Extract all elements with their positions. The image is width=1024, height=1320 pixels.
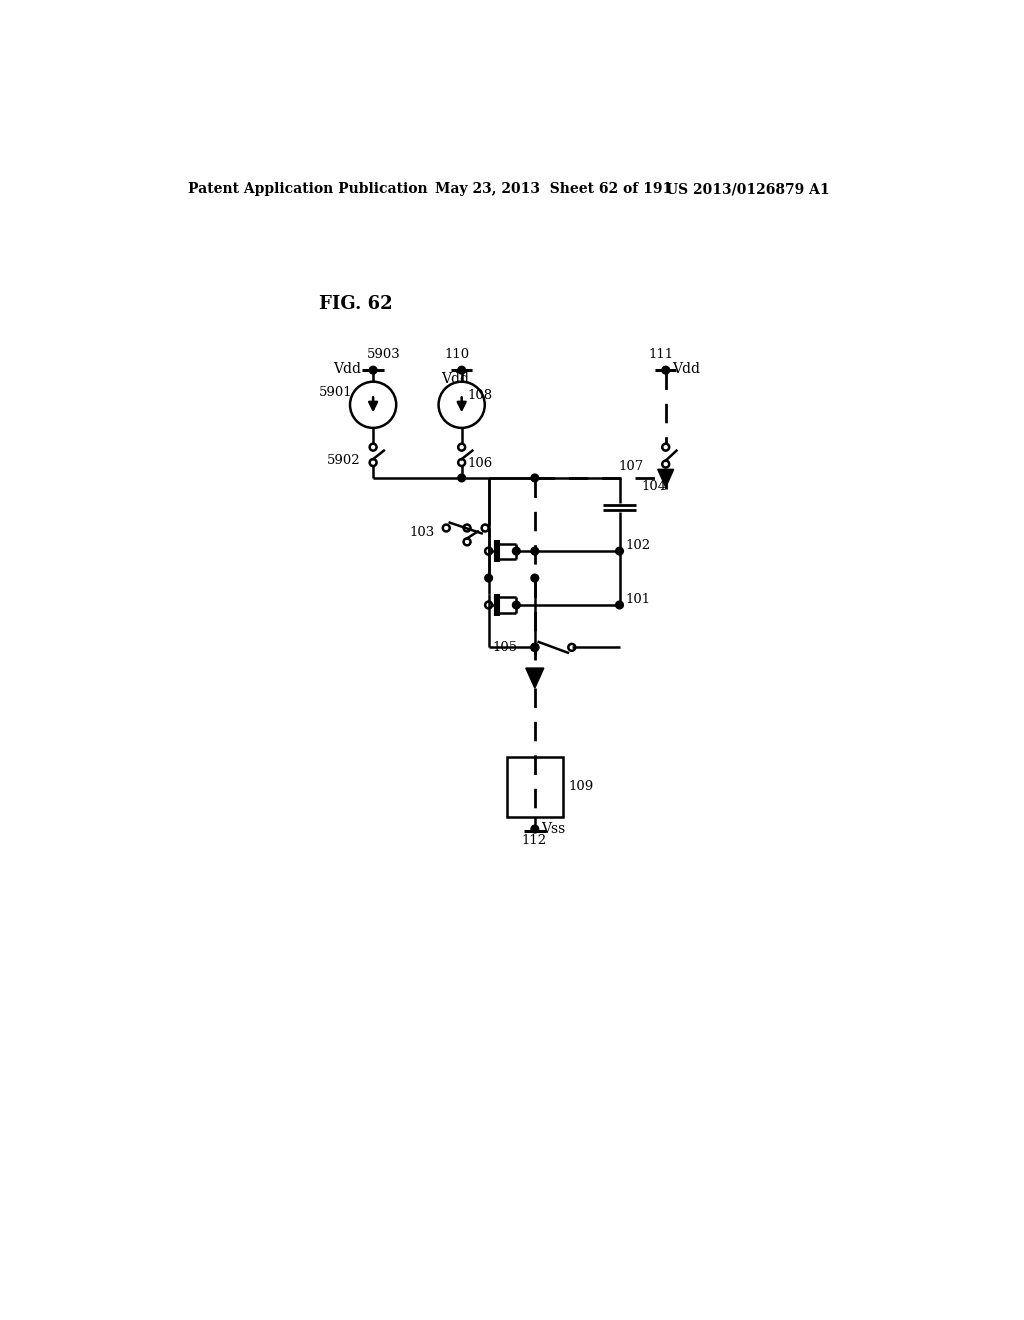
Circle shape (531, 644, 539, 651)
Text: FIG. 62: FIG. 62 (319, 294, 393, 313)
Text: 106: 106 (468, 457, 494, 470)
Text: 5901: 5901 (319, 385, 353, 399)
Circle shape (531, 474, 539, 482)
Polygon shape (657, 470, 674, 487)
Text: 102: 102 (626, 539, 651, 552)
Text: 101: 101 (626, 593, 651, 606)
Text: Patent Application Publication: Patent Application Publication (188, 182, 428, 197)
Circle shape (615, 601, 624, 609)
Text: 5903: 5903 (367, 348, 400, 360)
Text: US 2013/0126879 A1: US 2013/0126879 A1 (666, 182, 829, 197)
Circle shape (458, 367, 466, 374)
Text: Vdd: Vdd (333, 363, 361, 376)
Text: 5902: 5902 (327, 454, 360, 467)
Circle shape (512, 548, 520, 554)
Circle shape (512, 601, 520, 609)
Circle shape (531, 825, 539, 833)
Text: Vdd: Vdd (672, 363, 699, 376)
Text: Vss: Vss (541, 822, 565, 836)
Bar (507, 756, 562, 817)
Text: 104: 104 (641, 480, 667, 494)
Text: 111: 111 (649, 348, 674, 360)
Circle shape (370, 367, 377, 374)
Text: 105: 105 (493, 642, 517, 655)
Text: May 23, 2013  Sheet 62 of 191: May 23, 2013 Sheet 62 of 191 (435, 182, 672, 197)
Text: 110: 110 (444, 348, 470, 360)
Text: Vdd: Vdd (441, 372, 470, 385)
Text: 112: 112 (521, 834, 546, 847)
Circle shape (531, 548, 539, 554)
Polygon shape (525, 668, 544, 688)
Circle shape (484, 574, 493, 582)
Circle shape (615, 548, 624, 554)
Text: 103: 103 (410, 525, 434, 539)
Circle shape (531, 574, 539, 582)
Text: 109: 109 (568, 780, 594, 793)
Text: 108: 108 (468, 388, 493, 401)
Circle shape (662, 367, 670, 374)
Circle shape (458, 474, 466, 482)
Text: 107: 107 (617, 461, 643, 474)
